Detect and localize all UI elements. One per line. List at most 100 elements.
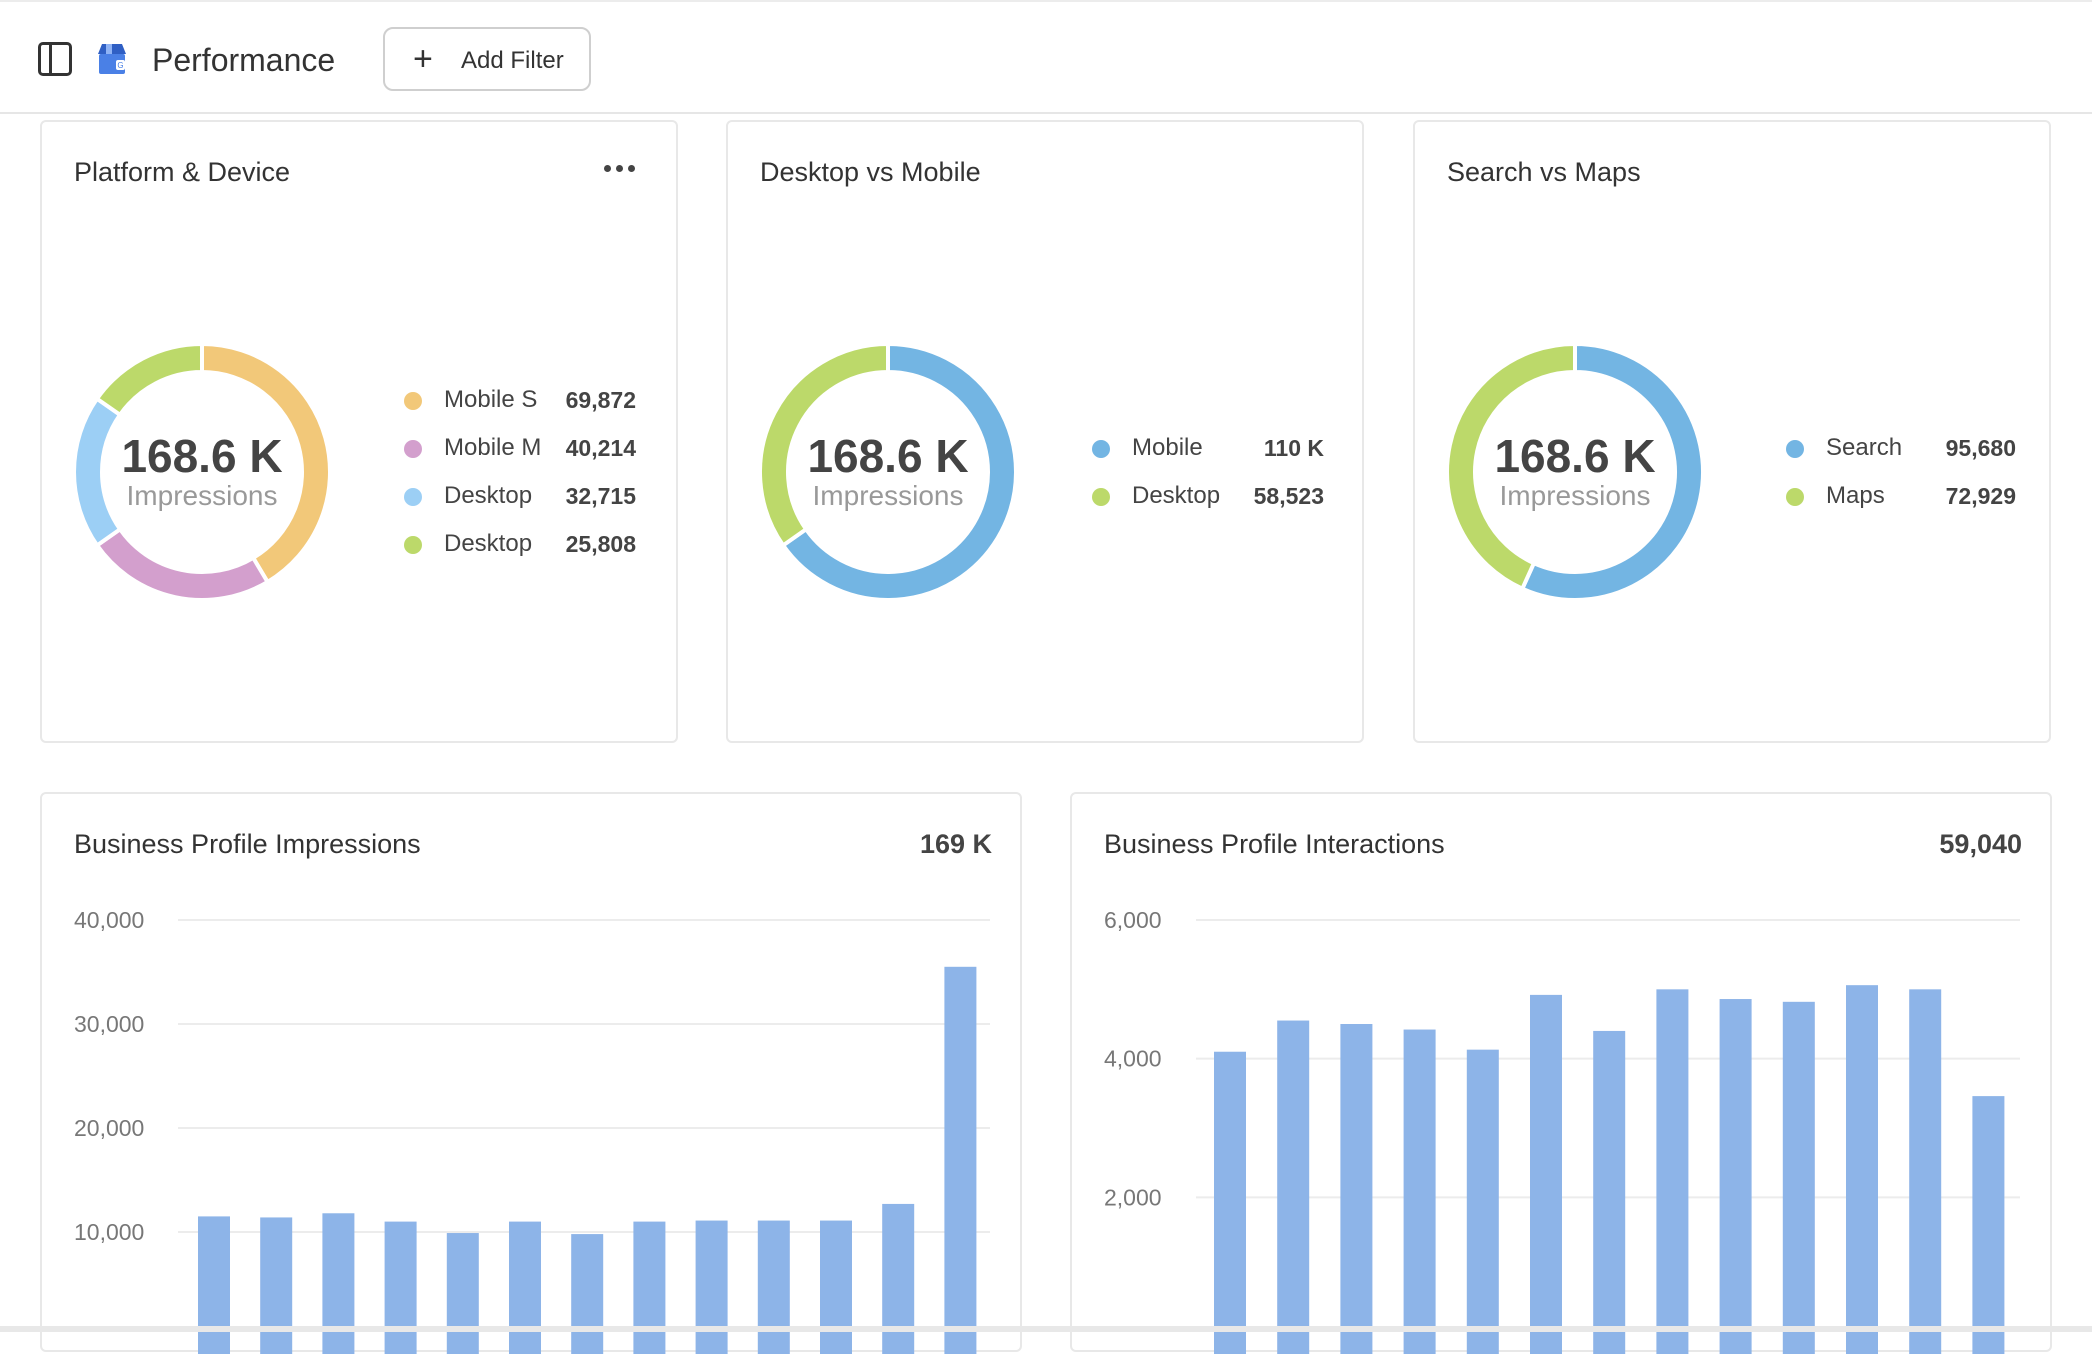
card-title: Search vs Maps bbox=[1447, 157, 1641, 187]
donut-slice[interactable] bbox=[780, 342, 1018, 602]
search-vs-maps-card: Search vs Maps 168.6 K Impressions Searc… bbox=[1413, 120, 2051, 743]
legend-swatch bbox=[1092, 440, 1110, 458]
legend-swatch bbox=[404, 392, 422, 410]
bar[interactable] bbox=[1719, 999, 1752, 1354]
donut-center-caption: Impressions bbox=[812, 480, 964, 511]
legend-item[interactable]: Desktop 32,715 bbox=[404, 478, 644, 514]
legend-swatch bbox=[404, 536, 422, 554]
bar[interactable] bbox=[322, 1213, 355, 1354]
legend-value: 72,929 bbox=[1945, 483, 2016, 509]
platform-device-card: Platform & Device 168.6 K Impressions Mo… bbox=[40, 120, 678, 743]
legend-swatch bbox=[1092, 488, 1110, 506]
sidebar-toggle-icon[interactable] bbox=[38, 42, 72, 76]
bar[interactable] bbox=[1403, 1029, 1436, 1354]
bar[interactable] bbox=[633, 1221, 666, 1354]
donut-center-caption: Impressions bbox=[126, 480, 278, 511]
bar[interactable] bbox=[1466, 1049, 1499, 1354]
legend-item[interactable]: Maps 72,929 bbox=[1786, 478, 2026, 514]
bar[interactable] bbox=[1656, 989, 1689, 1354]
interactions-total: 59,040 bbox=[1939, 829, 2022, 859]
bar[interactable] bbox=[1277, 1020, 1310, 1354]
card-title: Platform & Device bbox=[74, 157, 291, 187]
legend-swatch bbox=[1786, 440, 1804, 458]
legend-value: 110 K bbox=[1263, 435, 1324, 461]
bar[interactable] bbox=[1530, 994, 1562, 1354]
y-tick-label: 6,000 bbox=[1104, 907, 1162, 933]
legend-value: 40,214 bbox=[565, 435, 636, 461]
legend-item[interactable]: Search 95,680 bbox=[1786, 430, 2026, 466]
bar[interactable] bbox=[1972, 1096, 2005, 1354]
top-bar: G Performance + Add Filter bbox=[0, 0, 2092, 114]
legend-value: 58,523 bbox=[1253, 483, 1324, 509]
more-options-icon[interactable] bbox=[600, 156, 640, 180]
donut-center-value: 168.6 K bbox=[807, 430, 969, 482]
legend-value: 32,715 bbox=[565, 483, 636, 509]
bar[interactable] bbox=[446, 1233, 479, 1354]
google-business-profile-icon: G bbox=[98, 44, 126, 74]
bar[interactable] bbox=[757, 1220, 790, 1354]
svg-text:G: G bbox=[117, 61, 123, 70]
legend-label: Mobile bbox=[1132, 434, 1203, 461]
window-bottom-edge bbox=[0, 1326, 2092, 1332]
bar[interactable] bbox=[384, 1221, 417, 1354]
legend-label: Search bbox=[1826, 434, 1903, 461]
legend-label: Desktop bbox=[444, 482, 533, 509]
search-maps-donut bbox=[1445, 342, 1705, 602]
y-tick-label: 20,000 bbox=[74, 1115, 144, 1141]
impressions-bar-chart: 40,000 30,000 20,000 10,000 bbox=[74, 907, 990, 1354]
y-tick-label: 40,000 bbox=[74, 907, 144, 933]
bar[interactable] bbox=[1846, 985, 1878, 1354]
legend-label: Mobile S bbox=[444, 386, 538, 413]
desktop-mobile-donut bbox=[758, 342, 1018, 602]
donut-slice[interactable] bbox=[1519, 342, 1705, 602]
y-tick-label: 2,000 bbox=[1104, 1184, 1162, 1210]
interactions-chart-card: Business Profile Interactions 59,040 6,0… bbox=[1070, 792, 2052, 1354]
desktop-vs-mobile-card: Desktop vs Mobile 168.6 K Impressions Mo… bbox=[726, 120, 1364, 743]
bar[interactable] bbox=[571, 1234, 604, 1354]
donut-center-caption: Impressions bbox=[1499, 480, 1651, 511]
card-title: Business Profile Interactions bbox=[1104, 829, 1445, 859]
legend-label: Desktop bbox=[1132, 482, 1221, 509]
bar[interactable] bbox=[820, 1220, 852, 1354]
bar[interactable] bbox=[1782, 1001, 1815, 1354]
add-filter-button[interactable]: + Add Filter bbox=[383, 27, 591, 91]
donut-center-value: 168.6 K bbox=[1494, 430, 1656, 482]
legend-item[interactable]: Mobile M 40,214 bbox=[404, 430, 644, 466]
y-tick-label: 10,000 bbox=[74, 1219, 144, 1245]
legend-value: 25,808 bbox=[565, 531, 636, 557]
legend-item[interactable]: Desktop 25,808 bbox=[404, 526, 644, 562]
impressions-total: 169 K bbox=[919, 829, 992, 859]
bar[interactable] bbox=[198, 1216, 230, 1354]
y-tick-label: 4,000 bbox=[1104, 1046, 1162, 1072]
legend-label: Desktop bbox=[444, 530, 533, 557]
interactions-bar-chart: 6,000 4,000 2,000 bbox=[1104, 907, 2020, 1354]
legend-swatch bbox=[404, 440, 422, 458]
card-title: Business Profile Impressions bbox=[74, 829, 421, 859]
y-tick-label: 30,000 bbox=[74, 1011, 144, 1037]
page-title: Performance bbox=[152, 42, 336, 78]
donut-slice[interactable] bbox=[1445, 342, 1577, 592]
bar[interactable] bbox=[1593, 1030, 1626, 1354]
add-filter-label: Add Filter bbox=[461, 47, 564, 74]
bar[interactable] bbox=[944, 966, 977, 1354]
bar[interactable] bbox=[1214, 1051, 1246, 1354]
card-title: Desktop vs Mobile bbox=[760, 157, 981, 187]
donut-slice[interactable] bbox=[758, 342, 890, 549]
bar[interactable] bbox=[509, 1221, 541, 1354]
bar[interactable] bbox=[1909, 989, 1942, 1354]
legend-item[interactable]: Desktop 58,523 bbox=[1092, 478, 1332, 514]
legend-swatch bbox=[1786, 488, 1804, 506]
bar[interactable] bbox=[1340, 1024, 1373, 1354]
legend-item[interactable]: Mobile S 69,872 bbox=[404, 382, 644, 418]
bar[interactable] bbox=[260, 1217, 293, 1354]
impressions-chart-card: Business Profile Impressions 169 K 40,00… bbox=[40, 792, 1022, 1354]
platform-device-donut bbox=[72, 342, 332, 602]
legend-label: Mobile M bbox=[444, 434, 540, 461]
bar[interactable] bbox=[695, 1220, 728, 1354]
legend-swatch bbox=[404, 488, 422, 506]
donut-center-value: 168.6 K bbox=[121, 430, 283, 482]
legend-item[interactable]: Mobile 110 K bbox=[1092, 430, 1332, 466]
donut-slice[interactable] bbox=[94, 526, 271, 602]
legend-value: 95,680 bbox=[1945, 435, 2016, 461]
donut-slice[interactable] bbox=[94, 342, 204, 418]
